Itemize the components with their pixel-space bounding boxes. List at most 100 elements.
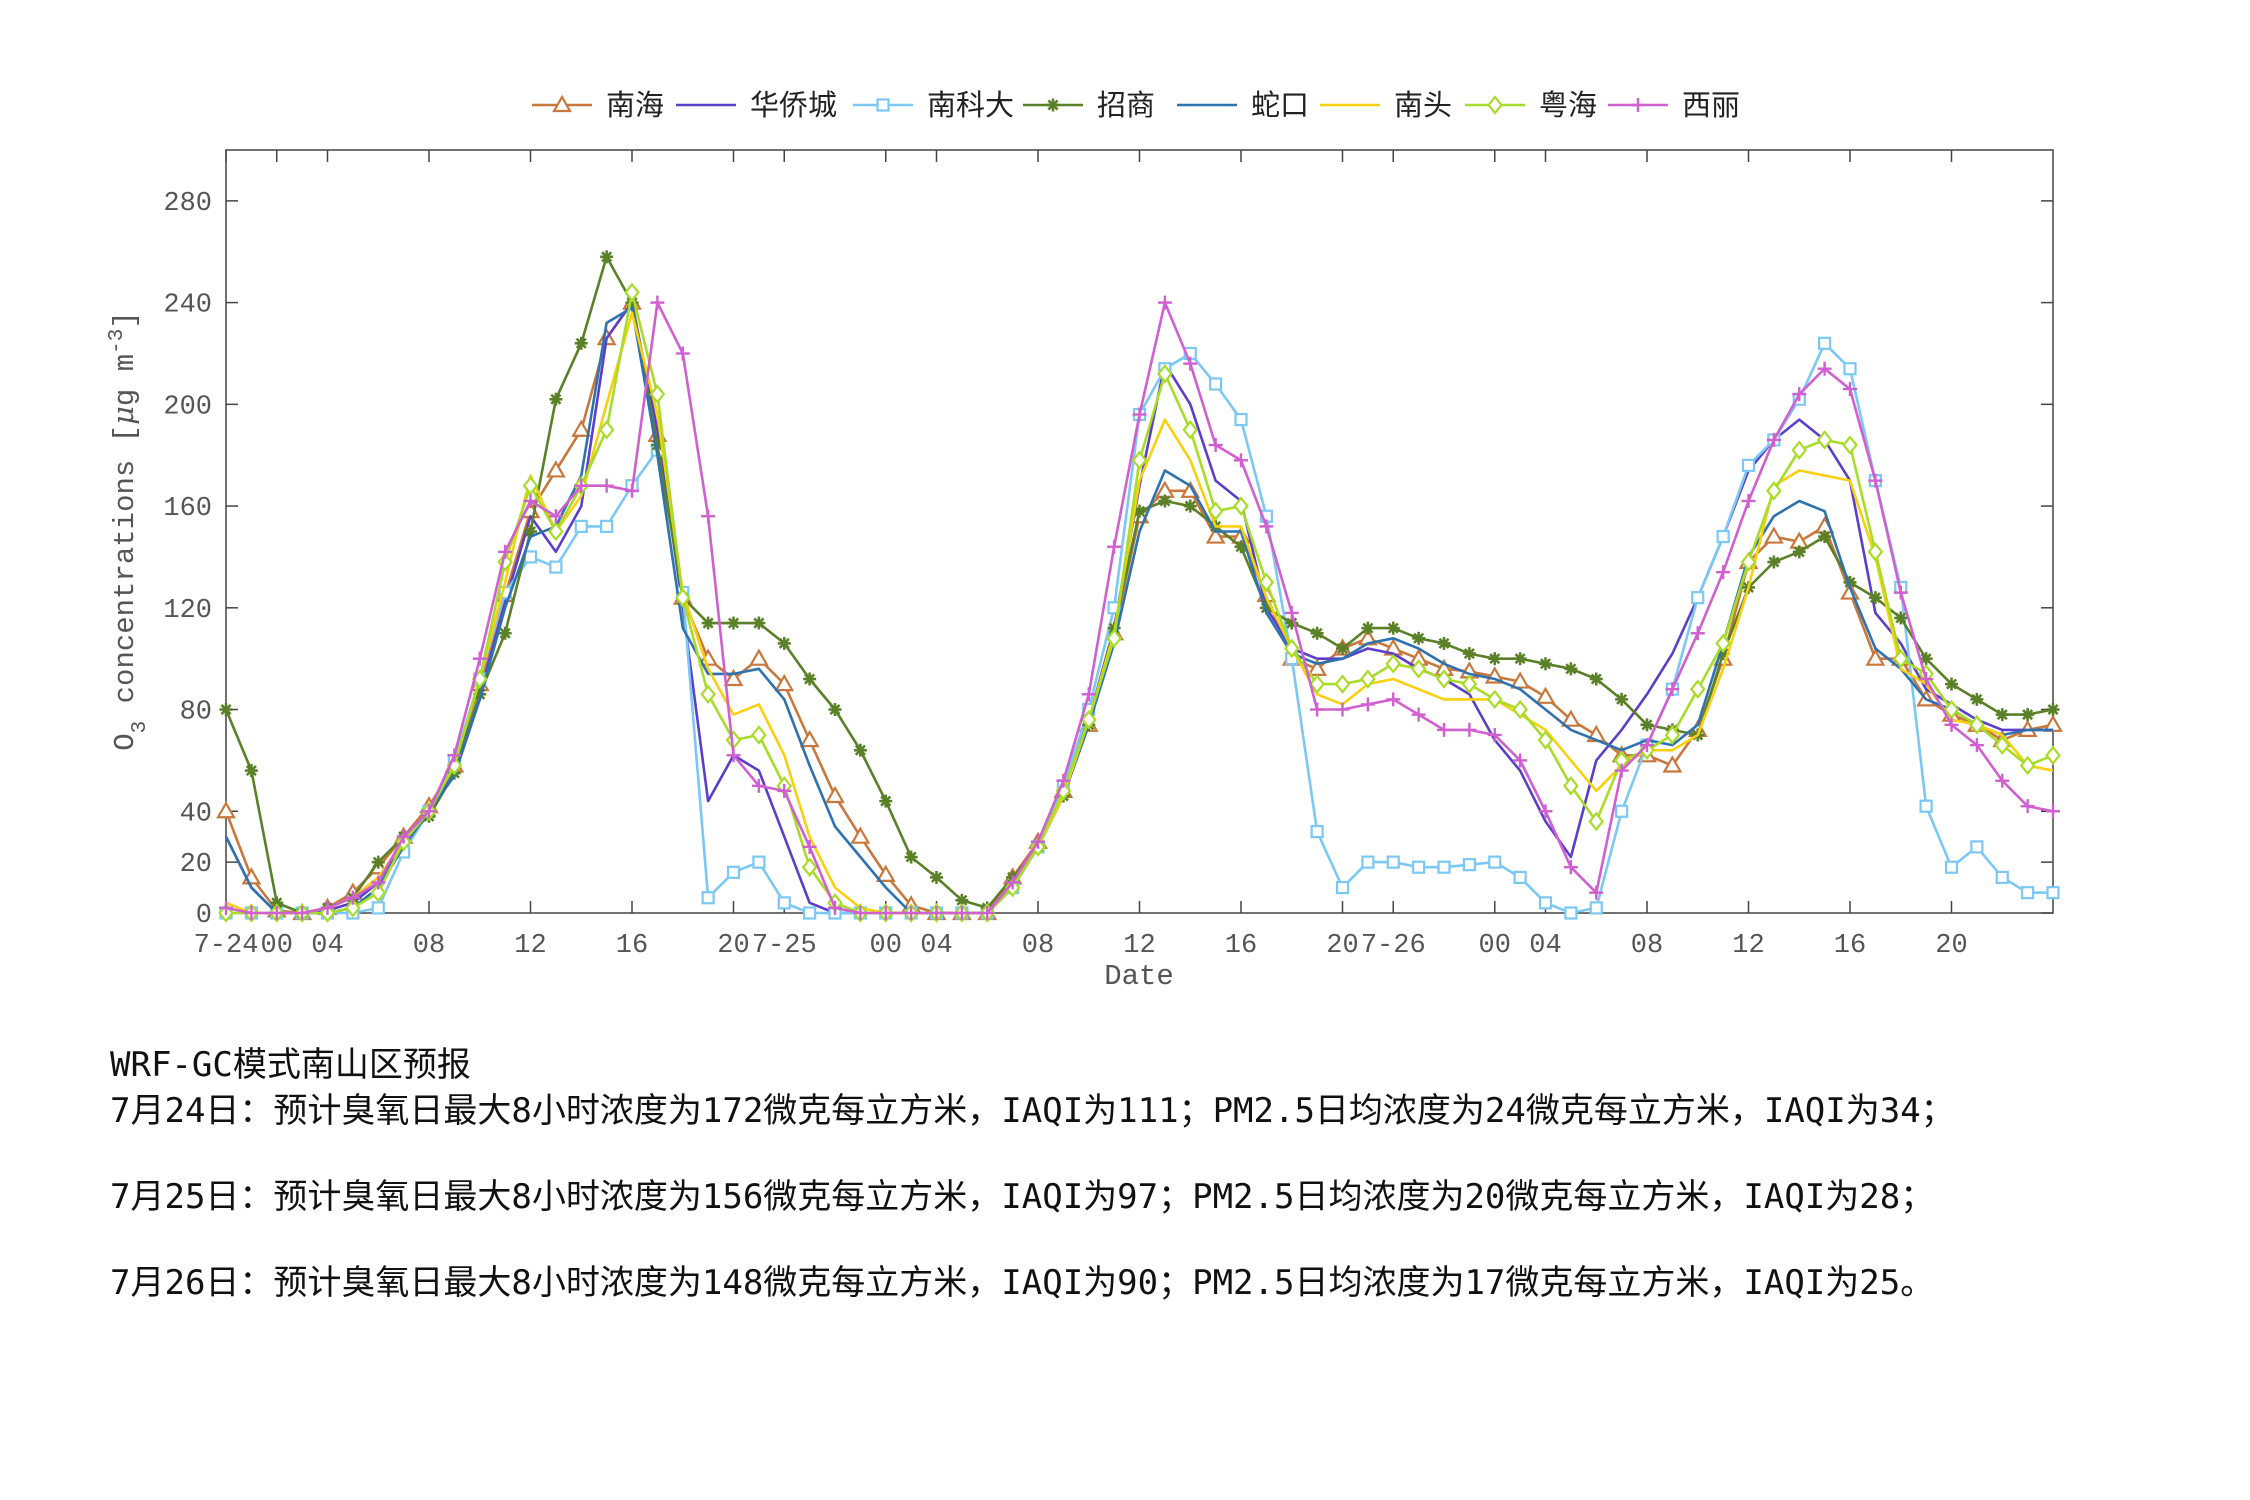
x-tick-label: 00: [261, 931, 293, 961]
data-point: [1056, 773, 1071, 788]
legend-item-华侨城: 华侨城: [676, 88, 837, 122]
data-point: [1131, 450, 1148, 471]
y-tick-label: 280: [163, 189, 212, 219]
data-point: [1944, 717, 1959, 732]
data-point: [1412, 860, 1426, 874]
data-point: [828, 703, 842, 717]
data-point: [548, 509, 563, 524]
data-point: [549, 392, 563, 406]
y-tick-label: 20: [180, 850, 212, 880]
y-tick-label: 40: [180, 799, 212, 829]
data-point: [1792, 387, 1807, 402]
x-tick-label: 7-25: [752, 931, 817, 961]
data-point: [2045, 745, 2061, 766]
data-point: [1662, 755, 1683, 773]
data-point: [650, 295, 665, 310]
legend-label: 华侨城: [750, 88, 837, 122]
data-point: [1081, 687, 1096, 702]
data-point: [624, 282, 640, 303]
data-point: [2046, 804, 2060, 819]
data-point: [498, 544, 513, 559]
data-point: [1740, 552, 1757, 572]
data-point: [980, 906, 995, 920]
series-南头: [225, 311, 2054, 915]
x-tick-label: 16: [1834, 931, 1866, 961]
data-point: [701, 891, 715, 905]
data-point: [1488, 652, 1502, 666]
data-point: [1462, 858, 1476, 872]
data-point: [674, 587, 691, 608]
data-point: [1614, 763, 1629, 778]
o3-line-chart: 南海 华侨城 南科大 招商 蛇口 南头 粤海 西丽 0 20 40 80 120 160 200 240 28…: [106, 88, 2063, 993]
data-point: [1209, 377, 1223, 391]
y-axis-label: O3 concentrations [μg m-3]: [106, 311, 152, 751]
data-point: [1715, 633, 1731, 654]
data-point: [371, 875, 386, 890]
data-point: [1868, 591, 1882, 605]
data-point: [700, 684, 716, 705]
data-point: [1564, 662, 1578, 676]
data-point: [219, 703, 233, 717]
data-point: [1664, 725, 1681, 745]
x-tick-label: 08: [413, 931, 445, 961]
data-point: [1867, 542, 1884, 562]
data-point: [1385, 653, 1402, 674]
legend-item-蛇口: 蛇口: [1177, 88, 1309, 122]
data-point: [1361, 855, 1375, 869]
data-point: [1462, 647, 1476, 661]
data-point: [1436, 669, 1452, 689]
x-axis-label: Date: [1104, 960, 1174, 993]
legend-label: 招商: [1097, 88, 1155, 122]
x-tick-label: 08: [1022, 931, 1054, 961]
data-point: [1512, 699, 1528, 720]
data-point: [498, 626, 512, 640]
data-point: [1208, 438, 1223, 453]
data-point: [345, 890, 360, 905]
data-point: [1919, 799, 1933, 813]
data-point: [1539, 657, 1552, 671]
data-point: [1615, 692, 1629, 706]
data-point: [1310, 825, 1324, 839]
data-point: [2021, 886, 2035, 900]
data-point: [774, 673, 795, 692]
data-point: [1766, 432, 1781, 447]
data-point: [1741, 493, 1756, 508]
data-point: [1816, 430, 1833, 450]
data-point: [1690, 626, 1705, 641]
x-tick-label: 08: [1631, 931, 1663, 961]
data-point: [1031, 834, 1045, 849]
data-point: [1791, 440, 1808, 460]
data-point: [1995, 773, 2010, 788]
data-point: [803, 906, 817, 920]
data-point: [1284, 605, 1299, 620]
data-point: [1994, 735, 2011, 755]
data-point: [571, 419, 592, 437]
data-point: [1310, 626, 1324, 640]
data-point: [1969, 715, 1985, 735]
forecast-line-7-24: 7月24日：预计臭氧日最大8小时浓度为172微克每立方米，IAQI为111；PM…: [110, 1091, 1955, 1131]
data-point: [552, 94, 572, 113]
data-point: [878, 906, 893, 920]
data-point: [1132, 407, 1147, 422]
data-point: [777, 783, 792, 798]
data-point: [1691, 591, 1705, 605]
data-point: [1818, 530, 1832, 544]
data-point: [1631, 98, 1645, 112]
data-point: [1995, 870, 2009, 884]
data-point: [2019, 755, 2036, 776]
x-tick-label: 04: [920, 931, 952, 961]
data-point: [752, 616, 766, 630]
data-point: [1283, 638, 1300, 659]
data-point: [1046, 98, 1060, 112]
data-point: [1716, 565, 1731, 580]
forecast-line-7-25: 7月25日：预计臭氧日最大8小时浓度为156微克每立方米，IAQI为97；PM2…: [110, 1177, 1935, 1217]
data-point: [1410, 659, 1427, 679]
data-point: [1919, 652, 1933, 666]
legend-item-招商: 招商: [1023, 88, 1155, 122]
data-point: [1563, 776, 1579, 796]
data-point: [2046, 703, 2060, 717]
data-point: [244, 764, 258, 778]
data-point: [345, 898, 361, 918]
data-point: [1818, 336, 1832, 350]
data-point: [447, 748, 462, 763]
